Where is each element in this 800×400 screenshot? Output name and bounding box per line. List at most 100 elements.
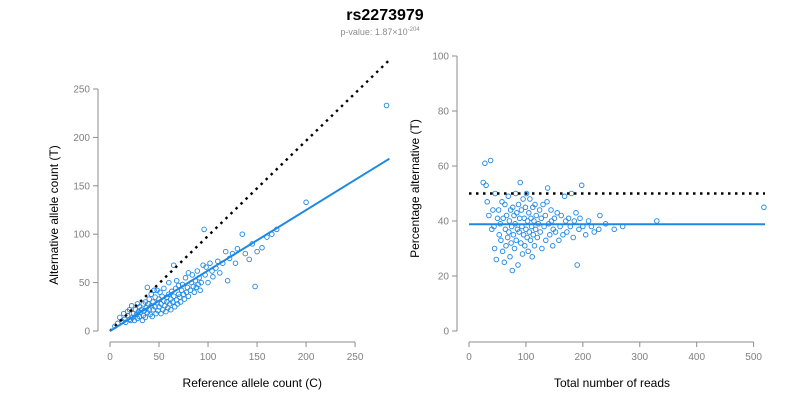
- data-point: [529, 254, 535, 260]
- data-point: [540, 201, 546, 208]
- data-point: [542, 212, 549, 219]
- data-point: [537, 229, 543, 235]
- data-point: [654, 218, 660, 224]
- data-point: [494, 215, 501, 222]
- data-point: [516, 215, 523, 222]
- data-point: [516, 229, 522, 235]
- data-point: [176, 294, 183, 300]
- data-point: [534, 234, 541, 241]
- x-tick-label: 500: [745, 352, 762, 363]
- data-point: [168, 306, 174, 313]
- data-point: [521, 215, 527, 222]
- data-point: [761, 204, 767, 211]
- data-point: [483, 182, 489, 189]
- x-tick-label: 400: [688, 352, 705, 363]
- data-point: [573, 210, 579, 216]
- data-point: [574, 262, 580, 268]
- data-point: [538, 215, 545, 222]
- data-point: [578, 182, 585, 189]
- data-point: [502, 226, 509, 233]
- data-point: [190, 283, 197, 290]
- data-point: [207, 260, 213, 266]
- reference-line: [109, 59, 391, 332]
- y-tick-label: 50: [79, 278, 91, 289]
- x-tick-label: 250: [347, 352, 364, 363]
- data-point: [520, 232, 527, 238]
- x-tick-label: 200: [575, 352, 592, 363]
- data-point: [495, 207, 502, 213]
- data-point: [597, 212, 603, 219]
- data-point: [252, 283, 258, 290]
- x-tick-label: 100: [518, 352, 535, 363]
- data-point: [526, 229, 533, 235]
- data-point: [501, 259, 508, 266]
- data-point: [198, 279, 204, 286]
- y-tick-label: 150: [73, 181, 90, 192]
- y-tick-label: 250: [73, 85, 90, 96]
- data-point: [146, 296, 152, 302]
- data-point: [503, 212, 510, 219]
- data-point: [525, 248, 531, 255]
- data-point: [142, 314, 149, 321]
- x-tick-label: 50: [153, 352, 165, 363]
- data-point: [527, 237, 534, 244]
- y-axis-label: Percentage alternative (T): [408, 119, 422, 258]
- data-point: [201, 226, 207, 233]
- data-point: [203, 264, 209, 270]
- y-tick-label: 0: [84, 327, 90, 338]
- data-point: [498, 237, 504, 244]
- data-point: [533, 212, 539, 219]
- data-point: [493, 256, 500, 263]
- subtitle-prefix: p-value: 1.87×10: [340, 27, 407, 37]
- data-point: [611, 226, 617, 233]
- data-point: [519, 251, 526, 257]
- chart-title: rs2273979: [346, 7, 424, 24]
- data-point: [177, 299, 184, 305]
- data-point: [484, 199, 490, 205]
- data-point: [527, 196, 533, 202]
- data-point: [224, 277, 231, 284]
- data-point: [585, 218, 592, 224]
- data-point: [530, 232, 537, 238]
- data-point: [182, 275, 189, 281]
- data-point: [500, 215, 506, 222]
- data-point: [507, 254, 513, 260]
- data-point: [506, 229, 512, 235]
- data-point: [543, 237, 549, 244]
- data-point: [510, 204, 516, 211]
- data-point: [239, 231, 246, 237]
- y-tick-label: 60: [438, 162, 450, 173]
- data-point: [487, 157, 494, 164]
- data-point: [246, 256, 252, 263]
- data-point: [515, 201, 522, 208]
- data-point: [549, 243, 556, 249]
- data-point: [526, 210, 532, 216]
- data-point: [210, 274, 216, 280]
- data-point: [505, 193, 512, 200]
- data-point: [149, 313, 155, 320]
- data-point: [173, 277, 180, 284]
- data-point: [518, 240, 524, 246]
- data-point: [571, 218, 578, 224]
- data-point: [506, 218, 513, 224]
- x-tick-label: 0: [466, 352, 472, 363]
- data-point: [234, 245, 241, 252]
- x-tick-label: 150: [249, 352, 266, 363]
- x-tick-label: 100: [200, 352, 217, 363]
- data-point: [490, 207, 496, 213]
- x-axis-label: Reference allele count (C): [183, 376, 322, 390]
- data-point: [508, 240, 514, 246]
- data-point: [514, 210, 520, 216]
- data-point: [524, 234, 530, 241]
- data-point: [170, 262, 177, 268]
- data-point: [528, 215, 534, 222]
- data-point: [520, 196, 526, 202]
- left-scatter-panel: 0 50 100 150 200 250 0 50 100 150 200 250 Reference …: [47, 59, 391, 390]
- data-point: [576, 226, 582, 233]
- data-point: [486, 212, 492, 219]
- data-point: [185, 293, 192, 299]
- data-point: [563, 218, 569, 224]
- data-point: [194, 268, 201, 274]
- y-tick-label: 200: [73, 133, 90, 144]
- data-point: [184, 284, 191, 291]
